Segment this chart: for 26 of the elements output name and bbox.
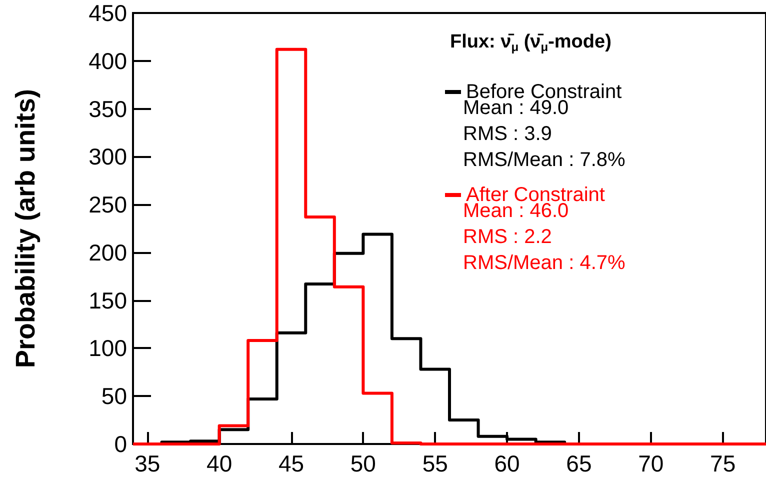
annotation: RMS/Mean : 7.8% <box>463 149 626 171</box>
x-tick-label: 65 <box>566 450 592 476</box>
y-tick-label: 400 <box>88 48 127 74</box>
y-tick-label: 200 <box>88 239 127 266</box>
y-tick-label: 450 <box>88 0 127 26</box>
y-tick-label: 300 <box>88 144 127 170</box>
y-tick-label: 0 <box>114 431 127 457</box>
annotation: RMS/Mean : 4.7% <box>463 252 626 274</box>
y-tick-label: 150 <box>88 287 127 314</box>
x-tick-label: 50 <box>350 450 376 476</box>
annotation: Mean : 46.0 <box>463 200 569 222</box>
annotation: RMS : 3.9 <box>463 123 552 145</box>
x-tick-label: 60 <box>494 450 520 476</box>
y-tick-label: 50 <box>101 383 127 410</box>
x-tick-label: 45 <box>278 450 304 476</box>
x-tick-label: 55 <box>422 450 448 476</box>
annotation: Mean : 49.0 <box>463 97 569 119</box>
y-tick-label: 350 <box>88 96 127 122</box>
annotation: RMS : 2.2 <box>463 226 552 248</box>
x-tick-label: 40 <box>206 450 232 476</box>
x-tick-label: 35 <box>134 450 160 476</box>
x-tick-label: 75 <box>710 450 736 476</box>
x-tick-label: 70 <box>638 450 664 476</box>
y-tick-label: 100 <box>88 335 127 362</box>
y-tick-label: 250 <box>88 192 127 218</box>
y-axis-title: Probability (arb units) <box>10 88 40 368</box>
